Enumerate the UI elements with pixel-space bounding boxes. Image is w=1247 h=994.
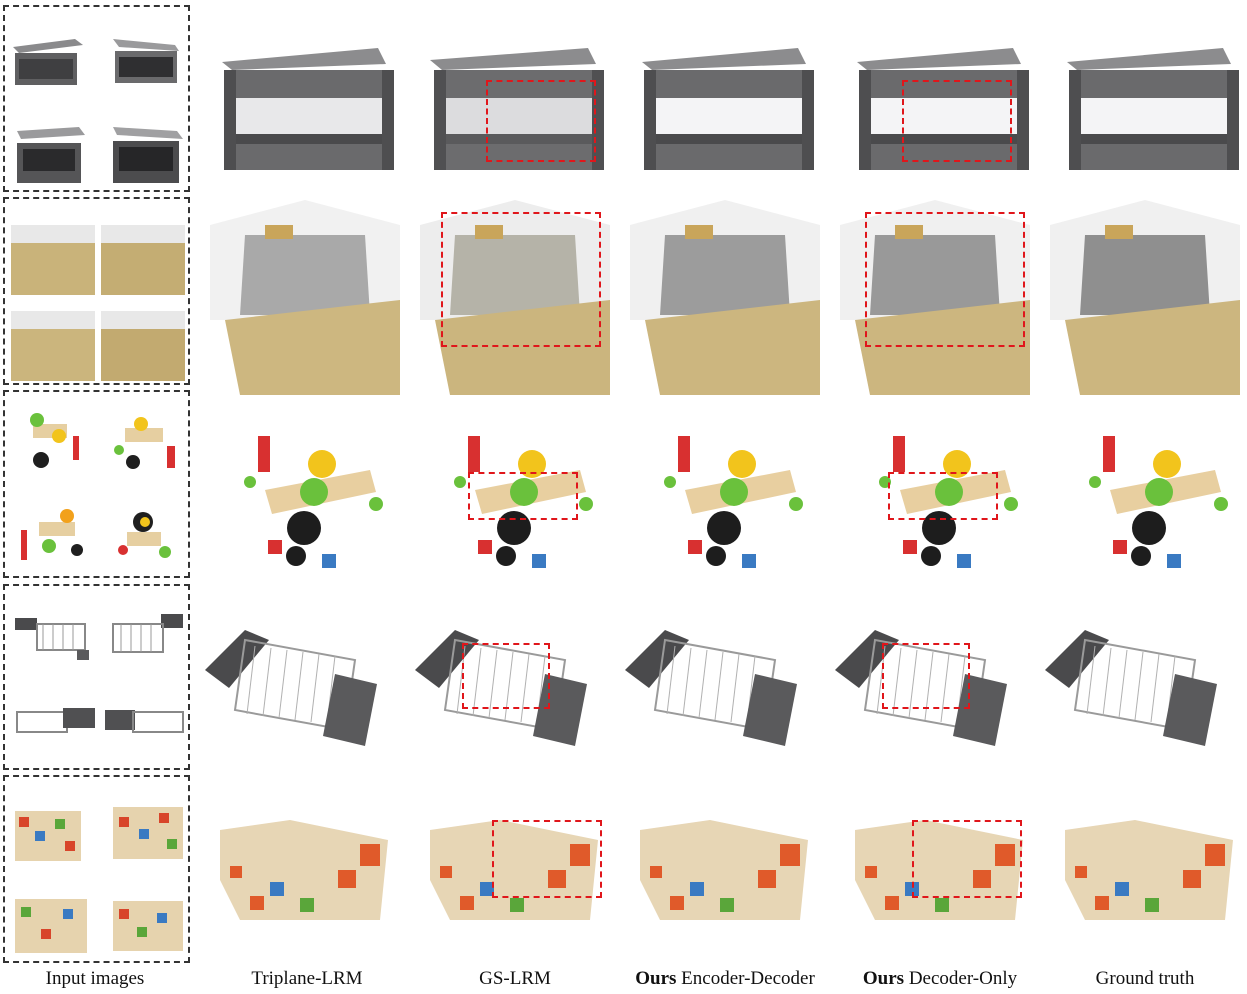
bench-input-thumb (17, 127, 85, 183)
bench-input-thumb (113, 39, 179, 83)
blocks-input-thumb (113, 807, 183, 859)
rack-triplane (205, 630, 377, 746)
bench-encoder-decoder (642, 48, 814, 170)
caption-decoder-only-text: Decoder-Only (904, 968, 1018, 989)
toy-triplane (244, 436, 383, 568)
toy-encoder-decoder (664, 436, 803, 568)
toy-ground-truth (1089, 436, 1228, 568)
basket-deconly-highlight-box (865, 212, 1025, 347)
basket-gs-lrm (420, 200, 610, 395)
input-images-box-toy (3, 390, 190, 578)
toy-input-thumb (114, 417, 175, 469)
bench-triplane (222, 48, 394, 170)
blocks-input-thumb (113, 901, 183, 951)
input-images-box-bench (3, 5, 190, 192)
basket-input-thumb (101, 225, 185, 295)
blocks-decoder-only (855, 820, 1023, 920)
blocks-gs-lrm (430, 820, 598, 920)
bench-gs-highlight-box (486, 80, 596, 162)
blocks-ground-truth (1065, 820, 1233, 920)
caption-encoder-decoder-text: Encoder-Decoder (676, 968, 815, 989)
toy-input-thumb (21, 509, 83, 560)
input-images-box-rack (3, 584, 190, 770)
bench-gs-lrm (430, 48, 604, 170)
basket-gs-highlight-box (441, 212, 601, 347)
rack-input-thumb (15, 618, 89, 660)
input-images-box-blocks (3, 775, 190, 963)
toy-deconly-highlight-box (888, 472, 998, 520)
basket-triplane (210, 200, 400, 395)
toy-gs-highlight-box (468, 472, 578, 520)
blocks-input-thumb (15, 899, 87, 953)
caption-input-images: Input images (45, 968, 145, 989)
basket-input-thumb (11, 311, 95, 381)
bench-input-thumb (13, 39, 83, 85)
bench-decoder-only (857, 48, 1029, 170)
caption-ours-encoder-decoder: Ours Encoder-Decoder (620, 968, 830, 990)
blocks-encoder-decoder (640, 820, 808, 920)
basket-encoder-decoder (630, 200, 820, 395)
toy-input-thumb (118, 512, 171, 558)
rack-input-thumb (16, 708, 95, 733)
rack-input-thumb (105, 710, 184, 733)
caption-ours-bold: Ours (862, 968, 905, 989)
bench-ground-truth (1067, 48, 1239, 170)
basket-input-thumb (101, 311, 185, 381)
rack-gs-highlight-box (462, 643, 550, 709)
caption-ours-decoder-only: Ours Decoder-Only (840, 968, 1040, 990)
basket-ground-truth (1050, 200, 1240, 395)
rack-encoder-decoder (625, 630, 797, 746)
caption-triplane-lrm: Triplane-LRM (251, 968, 363, 989)
rack-deconly-highlight-box (882, 643, 970, 709)
caption-gs-lrm: GS-LRM (479, 968, 551, 989)
toy-input-thumb (30, 413, 79, 468)
blocks-deconly-highlight-box (912, 820, 1022, 898)
blocks-input-thumb (15, 811, 81, 861)
basket-input-thumb (11, 225, 95, 295)
basket-decoder-only (840, 200, 1030, 395)
caption-ours-bold: Ours (635, 968, 677, 989)
bench-deconly-highlight-box (902, 80, 1012, 162)
blocks-gs-highlight-box (492, 820, 602, 898)
input-images-box-basket (3, 197, 190, 385)
rack-input-thumb (112, 614, 183, 653)
bench-input-thumb (113, 127, 183, 183)
rack-ground-truth (1045, 630, 1217, 746)
blocks-triplane (220, 820, 388, 920)
caption-ground-truth: Ground truth (1095, 968, 1195, 989)
